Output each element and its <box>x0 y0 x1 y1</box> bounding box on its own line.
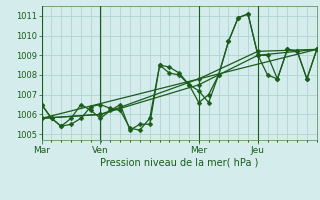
X-axis label: Pression niveau de la mer( hPa ): Pression niveau de la mer( hPa ) <box>100 157 258 167</box>
